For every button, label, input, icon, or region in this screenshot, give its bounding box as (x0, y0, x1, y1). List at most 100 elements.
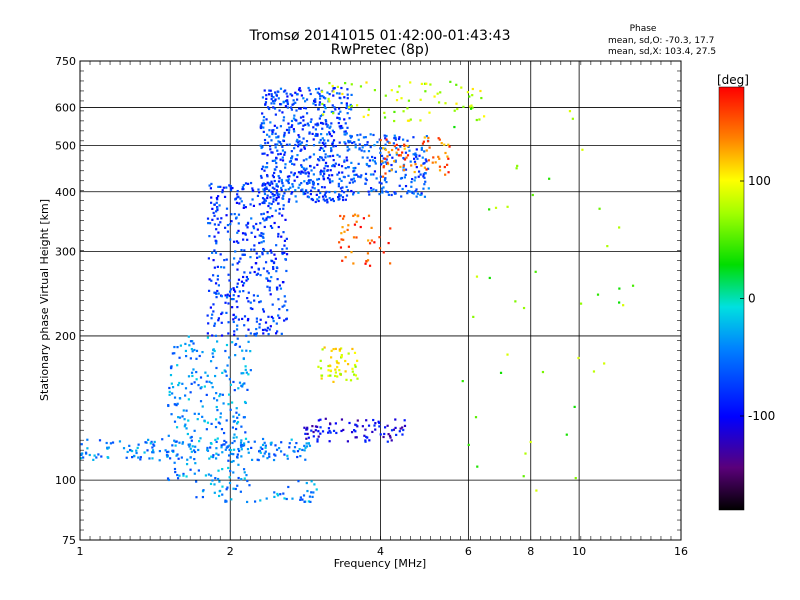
data-point (416, 192, 419, 195)
data-point (210, 455, 213, 458)
data-point (403, 419, 406, 422)
data-point (444, 102, 447, 105)
data-point (199, 400, 203, 403)
data-point (262, 232, 265, 235)
data-point (248, 484, 251, 487)
data-point (346, 93, 349, 96)
data-point (327, 139, 330, 142)
data-point (382, 147, 385, 150)
data-point (343, 230, 346, 233)
data-point (369, 145, 372, 149)
data-point (272, 320, 275, 323)
data-point (356, 215, 359, 218)
data-point (373, 156, 377, 160)
data-point (413, 170, 416, 174)
data-point (328, 131, 331, 134)
data-point (282, 184, 285, 187)
data-point (224, 301, 227, 304)
data-point (219, 412, 222, 415)
data-point (223, 259, 226, 262)
data-point (397, 137, 401, 141)
data-point (259, 451, 262, 454)
data-point (196, 418, 199, 421)
data-point (285, 128, 289, 132)
data-point (236, 193, 239, 196)
data-point (236, 324, 239, 327)
data-point (213, 291, 216, 294)
data-point (331, 142, 334, 146)
data-point (618, 301, 621, 304)
data-point (338, 107, 341, 110)
data-point (244, 232, 247, 235)
data-point (227, 302, 230, 305)
data-point (328, 440, 331, 443)
data-point (340, 124, 343, 128)
data-point (303, 444, 306, 448)
data-point (400, 195, 403, 198)
data-point (425, 149, 428, 152)
data-point (603, 362, 606, 365)
data-point (341, 226, 344, 229)
data-point (296, 154, 299, 157)
data-point (207, 322, 210, 325)
data-point (423, 161, 426, 165)
data-point (250, 266, 253, 269)
data-point (266, 106, 270, 109)
data-point (351, 141, 354, 145)
data-point (368, 164, 371, 168)
data-point (262, 240, 265, 243)
data-point (420, 148, 423, 151)
data-point (139, 458, 142, 461)
data-point (251, 198, 254, 201)
data-point (334, 190, 337, 194)
data-point (275, 322, 278, 325)
data-point (232, 313, 235, 317)
data-point (240, 200, 243, 203)
data-point (378, 425, 381, 428)
data-point (344, 142, 347, 145)
data-point (241, 284, 245, 287)
data-point (357, 175, 360, 178)
data-point (382, 157, 385, 160)
data-point (106, 456, 109, 459)
data-point (308, 495, 312, 498)
data-point (214, 251, 218, 254)
data-point (322, 110, 326, 113)
data-point (403, 143, 406, 146)
data-point (403, 176, 406, 179)
data-point (326, 133, 329, 136)
data-point (187, 335, 190, 338)
data-point (347, 352, 350, 355)
data-point (277, 174, 280, 178)
data-point (274, 332, 278, 335)
data-point (402, 166, 405, 169)
data-point (354, 166, 357, 170)
data-point (321, 195, 325, 198)
data-point (274, 113, 277, 116)
data-point (374, 162, 377, 165)
data-point (272, 195, 275, 198)
data-point (273, 171, 276, 175)
data-point (303, 168, 306, 171)
data-point (283, 497, 286, 500)
data-point (427, 140, 430, 143)
data-point (167, 434, 170, 437)
data-point (252, 204, 256, 207)
data-point (268, 286, 271, 289)
data-point (299, 107, 302, 110)
data-point (330, 356, 333, 359)
data-point (86, 447, 89, 450)
data-point (338, 241, 341, 244)
data-point (618, 226, 621, 229)
data-point (356, 425, 359, 428)
data-point (341, 196, 345, 199)
data-point (387, 162, 390, 166)
data-point (183, 418, 186, 421)
data-point (264, 321, 268, 324)
data-point (260, 125, 263, 128)
data-point (281, 111, 284, 114)
data-point (298, 135, 301, 139)
data-point (271, 132, 274, 136)
data-point (214, 418, 218, 421)
data-point (363, 144, 367, 147)
